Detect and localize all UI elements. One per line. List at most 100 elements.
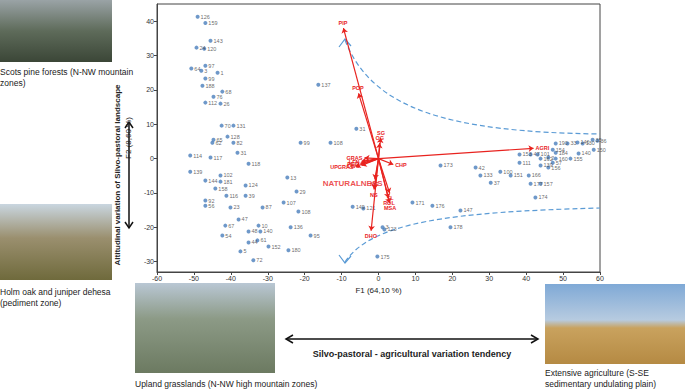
svg-text:35: 35 [596,137,602,143]
svg-text:Holm oak and juniper dehesa: Holm oak and juniper dehesa [0,287,113,297]
svg-text:Extensive agriculture (S-SE: Extensive agriculture (S-SE [545,368,651,378]
svg-text:149: 149 [356,204,365,210]
svg-text:sedimentary undulating plain): sedimentary undulating plain) [545,379,656,389]
svg-text:33: 33 [571,140,577,146]
svg-text:136: 136 [294,224,303,230]
svg-text:10: 10 [412,275,420,282]
svg-text:99: 99 [208,76,214,82]
svg-text:171: 171 [415,200,424,206]
svg-text:177: 177 [534,181,543,187]
svg-text:zones): zones) [0,78,26,88]
svg-text:UPGRAS: UPGRAS [330,164,354,170]
svg-text:(pediment zone): (pediment zone) [0,298,62,308]
svg-text:39: 39 [249,193,255,199]
svg-text:40: 40 [522,275,530,282]
svg-text:158: 158 [218,186,227,192]
svg-text:144: 144 [208,178,217,184]
svg-text:126: 126 [201,14,210,20]
svg-text:-20: -20 [144,224,154,231]
svg-text:143: 143 [214,38,223,44]
svg-text:47: 47 [242,216,248,222]
svg-text:MSA: MSA [384,205,396,211]
svg-text:95: 95 [314,233,320,239]
svg-text:128: 128 [231,134,240,140]
svg-text:23: 23 [233,204,239,210]
svg-text:139: 139 [544,162,553,168]
svg-text:175: 175 [380,254,389,260]
svg-text:76: 76 [216,94,222,100]
svg-text:POP: POP [352,85,364,91]
svg-text:3: 3 [204,68,207,74]
svg-text:NATURALNESS: NATURALNESS [323,179,384,188]
svg-text:139: 139 [193,169,202,175]
svg-text:174: 174 [538,194,547,200]
svg-text:48: 48 [252,228,258,234]
svg-text:10: 10 [146,121,154,128]
svg-text:120: 120 [207,46,216,52]
svg-text:72: 72 [256,257,262,263]
svg-text:67: 67 [228,223,234,229]
svg-text:CHP: CHP [395,162,407,168]
svg-text:OG: OG [375,135,384,141]
svg-text:150: 150 [597,147,606,153]
svg-text:Upland grasslands (N-NW high m: Upland grasslands (N-NW high mountain zo… [135,379,318,389]
svg-text:57: 57 [556,160,562,166]
svg-text:44: 44 [252,239,258,245]
svg-text:152: 152 [271,244,280,250]
svg-text:114: 114 [193,153,202,159]
svg-text:162: 162 [544,156,553,162]
svg-text:24: 24 [200,45,206,51]
svg-text:184: 184 [559,150,568,156]
svg-text:31: 31 [359,126,365,132]
svg-text:70: 70 [225,123,231,129]
svg-text:47: 47 [534,151,540,157]
svg-text:Altitudinal variation of Silvo: Altitudinal variation of Silvo-pastoral … [113,84,122,265]
svg-text:151: 151 [514,172,523,178]
svg-text:13: 13 [290,175,296,181]
svg-text:56: 56 [208,203,214,209]
svg-text:60: 60 [596,275,604,282]
svg-text:-10: -10 [337,275,347,282]
svg-text:190: 190 [559,140,568,146]
svg-text:123: 123 [387,226,396,232]
svg-text:-30: -30 [144,258,154,265]
svg-text:155: 155 [573,156,582,162]
svg-text:100: 100 [503,169,512,175]
svg-text:-40: -40 [226,275,236,282]
svg-text:64: 64 [194,66,200,72]
svg-text:159: 159 [208,20,217,26]
svg-text:F1 (64,10 %): F1 (64,10 %) [355,286,402,295]
svg-text:1: 1 [221,70,224,76]
svg-text:NS: NS [370,192,378,198]
svg-text:Silvo-pastoral - agricultural: Silvo-pastoral - agricultural variation … [313,349,512,359]
svg-text:0: 0 [150,155,154,162]
svg-text:26: 26 [223,101,229,107]
svg-text:82: 82 [236,140,242,146]
svg-text:40: 40 [146,18,154,25]
svg-text:118: 118 [252,161,261,167]
svg-text:133: 133 [483,172,492,178]
svg-text:117: 117 [214,155,223,161]
svg-text:112: 112 [208,100,217,106]
svg-text:31: 31 [240,150,246,156]
svg-text:181: 181 [223,179,232,185]
svg-text:62: 62 [215,140,221,146]
svg-text:111: 111 [523,160,531,166]
svg-text:PIP: PIP [338,20,347,26]
svg-text:140: 140 [582,150,591,156]
svg-text:97: 97 [208,63,214,69]
svg-text:42: 42 [479,165,485,171]
svg-text:180: 180 [291,247,300,253]
svg-text:30: 30 [146,52,154,59]
svg-text:131: 131 [236,123,245,129]
svg-text:87: 87 [266,204,272,210]
svg-text:F2 (8,60 %): F2 (8,60 %) [124,117,133,159]
svg-text:61: 61 [260,237,266,243]
svg-text:176: 176 [435,203,444,209]
svg-text:140: 140 [263,228,272,234]
svg-text:188: 188 [205,83,214,89]
svg-text:178: 178 [453,224,462,230]
svg-text:108: 108 [334,140,343,146]
svg-text:153: 153 [523,151,532,157]
svg-text:-50: -50 [189,275,199,282]
